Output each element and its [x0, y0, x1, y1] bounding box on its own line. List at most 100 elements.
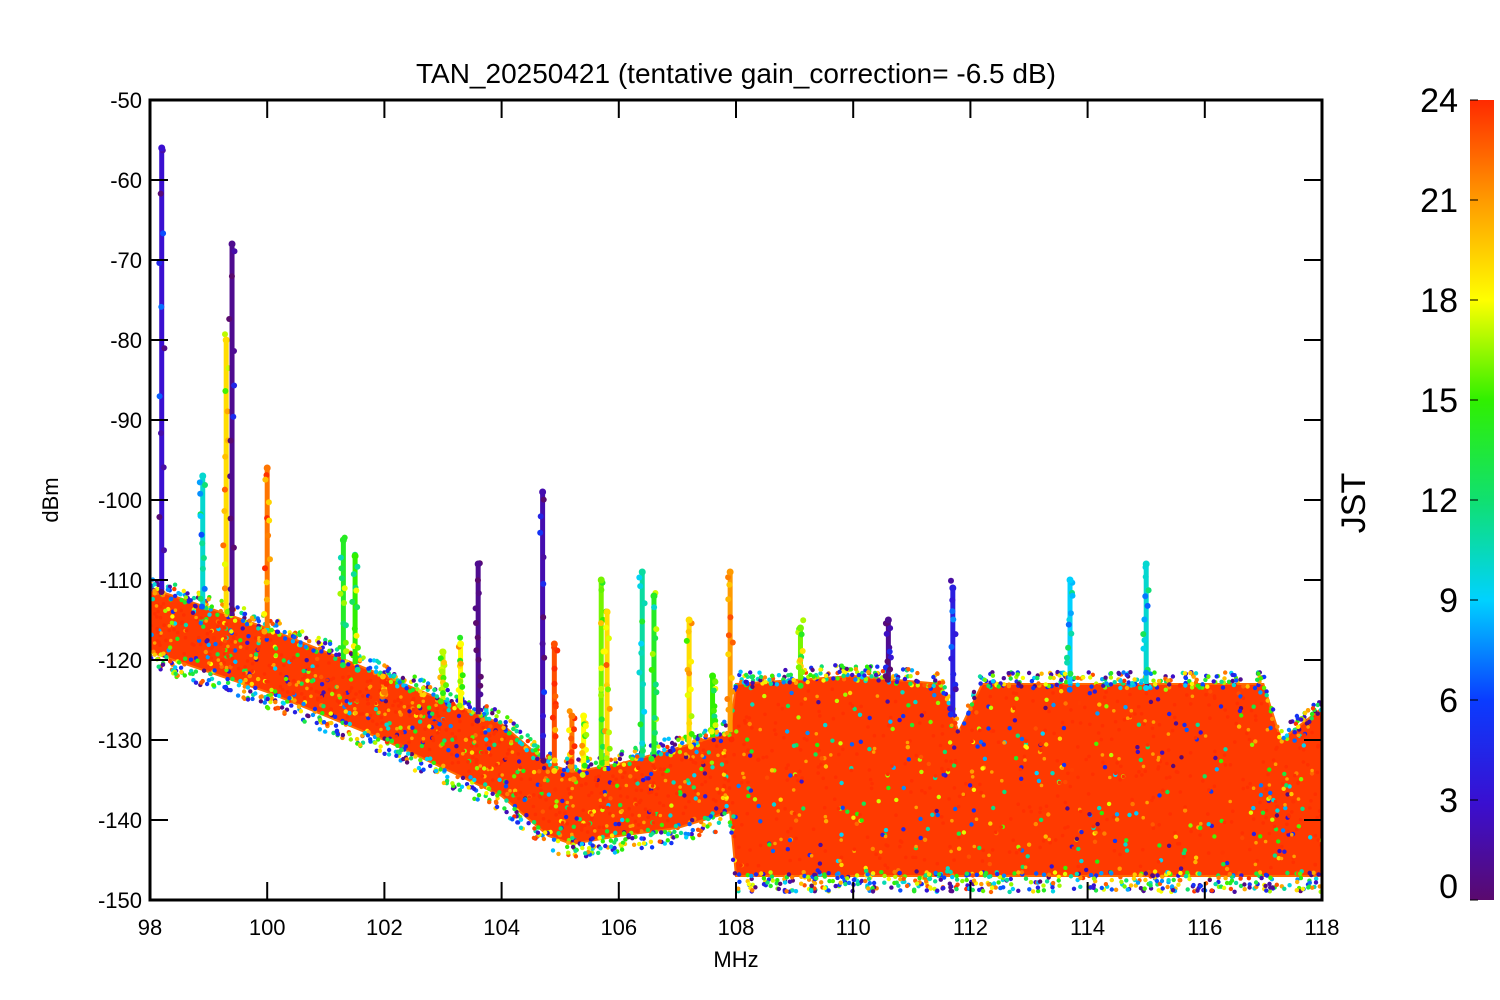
- noise-point: [480, 750, 484, 755]
- peak-point: [948, 655, 955, 662]
- noise-point: [479, 784, 484, 790]
- noise-point: [182, 600, 188, 605]
- noise-point: [488, 753, 493, 757]
- noise-point: [1044, 697, 1049, 702]
- noise-point: [1036, 681, 1041, 686]
- noise-point: [942, 749, 948, 755]
- noise-point: [925, 826, 931, 832]
- noise-point: [1310, 730, 1314, 735]
- peak-point: [725, 596, 732, 603]
- peak-point: [354, 666, 361, 673]
- peak-marker: [683, 616, 695, 750]
- noise-point: [216, 624, 220, 629]
- peak-point: [540, 713, 546, 719]
- noise-point: [785, 778, 790, 782]
- noise-point: [1138, 757, 1144, 763]
- noise-point: [323, 637, 328, 643]
- noise-point: [770, 748, 774, 753]
- noise-point: [971, 878, 977, 883]
- noise-point: [457, 728, 462, 733]
- peak-point: [710, 687, 717, 694]
- noise-point: [1220, 850, 1225, 855]
- noise-point: [319, 649, 324, 654]
- noise-point: [1156, 758, 1160, 762]
- peak-point: [196, 479, 203, 486]
- noise-point: [821, 678, 826, 683]
- peak-point: [638, 640, 645, 647]
- noise-point: [770, 848, 776, 854]
- noise-point: [1157, 843, 1162, 848]
- noise-point: [609, 833, 615, 838]
- noise-point: [1094, 741, 1099, 746]
- peak-point: [473, 620, 479, 626]
- noise-point: [947, 881, 952, 886]
- noise-point: [1233, 880, 1239, 886]
- noise-point: [970, 728, 974, 733]
- noise-point: [1063, 779, 1068, 785]
- noise-point: [1231, 682, 1237, 688]
- noise-point: [666, 818, 670, 823]
- noise-point: [703, 752, 707, 756]
- noise-point: [331, 676, 336, 681]
- noise-point: [256, 618, 261, 624]
- peak-point: [687, 686, 694, 693]
- noise-point: [1128, 714, 1132, 719]
- noise-point: [662, 747, 667, 752]
- noise-point: [893, 699, 898, 704]
- noise-point: [739, 780, 744, 785]
- noise-point: [170, 614, 175, 619]
- noise-point: [1038, 817, 1044, 823]
- noise-point: [1280, 828, 1286, 833]
- noise-point: [204, 681, 210, 687]
- noise-point: [1272, 853, 1278, 858]
- noise-point: [460, 775, 466, 781]
- noise-point: [425, 681, 431, 686]
- peak-point: [349, 598, 356, 605]
- noise-point: [327, 641, 333, 646]
- peak-point: [459, 672, 466, 679]
- noise-point: [961, 830, 967, 835]
- noise-point: [897, 870, 902, 876]
- peak-marker: [648, 590, 660, 762]
- noise-point: [531, 769, 537, 775]
- noise-point: [999, 825, 1003, 829]
- noise-point: [273, 689, 278, 694]
- noise-point: [354, 692, 358, 696]
- noise-point: [723, 777, 727, 781]
- noise-point: [1036, 888, 1041, 894]
- noise-point: [432, 723, 437, 727]
- noise-point: [793, 889, 799, 894]
- noise-point: [940, 724, 945, 728]
- noise-point: [156, 609, 160, 614]
- noise-point: [1306, 763, 1310, 767]
- noise-point: [1313, 863, 1318, 867]
- noise-point: [1285, 822, 1289, 827]
- noise-point: [1048, 675, 1053, 680]
- noise-point: [1086, 792, 1091, 796]
- noise-point: [1267, 831, 1272, 836]
- peak-point: [684, 692, 691, 699]
- noise-point: [909, 790, 913, 794]
- noise-point: [1253, 880, 1259, 885]
- noise-point: [435, 706, 440, 711]
- noise-point: [1055, 794, 1060, 798]
- noise-point: [1182, 848, 1188, 853]
- peak-top-point: [351, 552, 359, 560]
- noise-point: [634, 802, 638, 807]
- noise-point: [213, 641, 218, 647]
- noise-point: [1270, 707, 1276, 712]
- noise-point: [933, 870, 938, 876]
- noise-point: [913, 699, 918, 705]
- noise-point: [630, 813, 635, 817]
- noise-point: [764, 775, 770, 780]
- noise-point: [558, 826, 563, 831]
- peak-point: [728, 675, 735, 681]
- noise-point: [1291, 860, 1296, 865]
- noise-point: [1102, 695, 1107, 699]
- noise-point: [1015, 733, 1020, 738]
- noise-point: [368, 713, 373, 718]
- noise-point: [763, 712, 767, 717]
- noise-point: [645, 827, 651, 833]
- noise-point: [238, 638, 243, 643]
- noise-point: [1258, 676, 1264, 681]
